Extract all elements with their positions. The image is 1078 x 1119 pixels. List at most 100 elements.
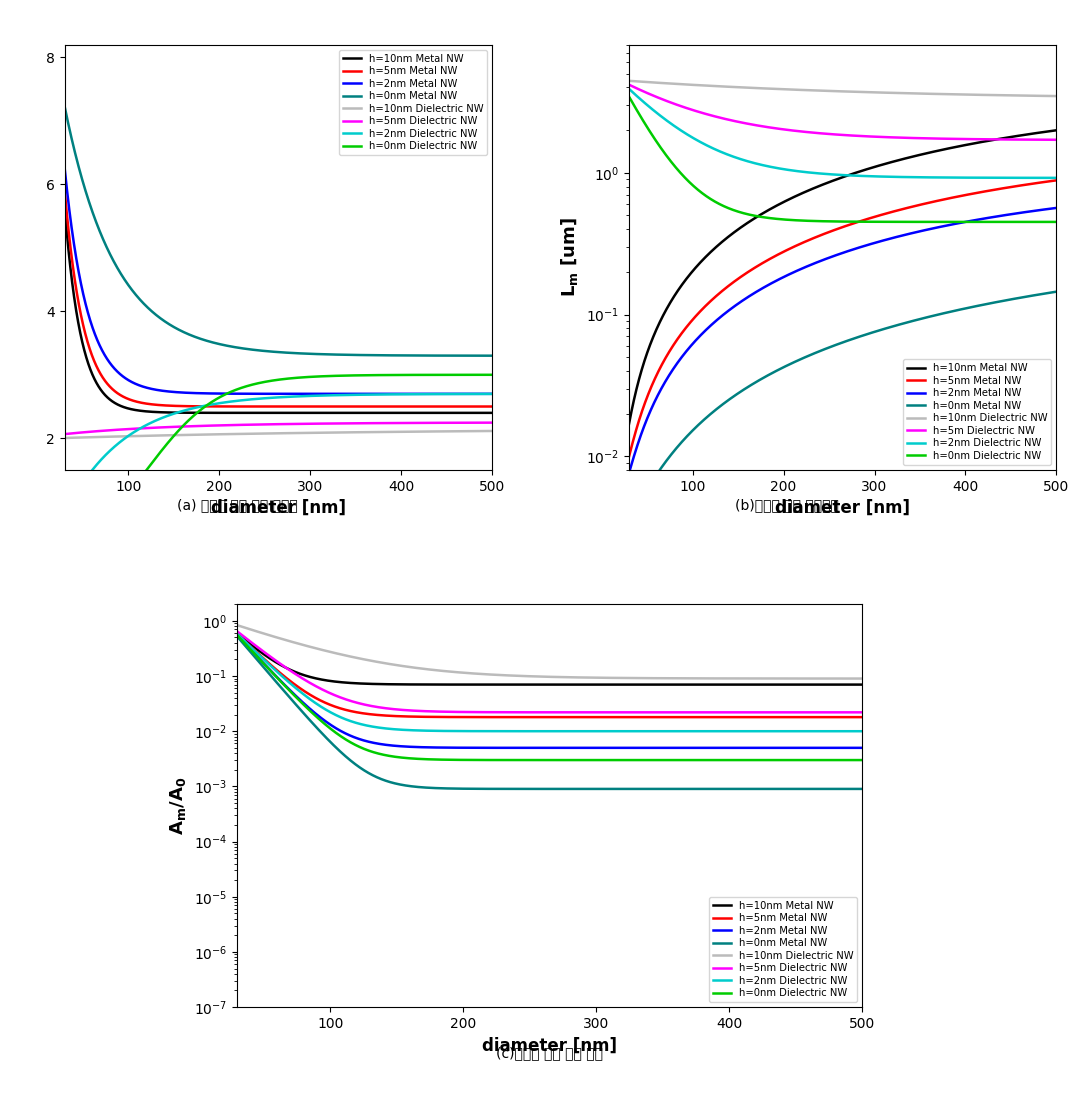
Line: h=5nm Metal NW: h=5nm Metal NW <box>224 621 862 717</box>
h=0nm Dielectric NW <box>663 153 676 167</box>
h=5nm Metal NW <box>800 235 813 248</box>
h=5nm Dielectric NW <box>217 419 230 432</box>
h=10nm Metal NW <box>843 678 856 692</box>
Line: h=5m Dielectric NW: h=5m Dielectric NW <box>620 81 1056 140</box>
h=5nm Metal NW <box>994 182 1007 196</box>
Line: h=10nm Dielectric NW: h=10nm Dielectric NW <box>620 81 1056 96</box>
h=0nm Dielectric NW <box>689 181 702 195</box>
X-axis label: diameter [nm]: diameter [nm] <box>775 499 910 517</box>
h=10nm Metal NW <box>217 406 230 420</box>
Line: h=5nm Metal NW: h=5nm Metal NW <box>620 180 1056 488</box>
Line: h=2nm Dielectric NW: h=2nm Dielectric NW <box>56 394 493 534</box>
h=10nm Metal NW <box>775 678 788 692</box>
Line: h=10nm Dielectric NW: h=10nm Dielectric NW <box>56 431 493 439</box>
h=2nm Metal NW <box>775 741 788 754</box>
Line: h=0nm Metal NW: h=0nm Metal NW <box>56 57 493 356</box>
h=10nm Metal NW <box>218 614 231 628</box>
h=5nm Dielectric NW <box>486 416 499 430</box>
h=10nm Metal NW <box>489 678 502 692</box>
h=2nm Metal NW <box>218 614 231 628</box>
h=2nm Dielectric NW <box>290 683 303 696</box>
h=10nm Metal NW <box>800 185 813 198</box>
h=0nm Dielectric NW <box>99 513 112 526</box>
h=10nm Dielectric NW <box>430 425 443 439</box>
Line: h=2nm Dielectric NW: h=2nm Dielectric NW <box>620 81 1056 178</box>
h=2nm Dielectric NW <box>235 394 248 407</box>
h=5nm Dielectric NW <box>775 706 788 720</box>
Line: h=5nm Dielectric NW: h=5nm Dielectric NW <box>224 621 862 713</box>
h=0nm Dielectric NW <box>50 544 63 557</box>
Line: h=0nm Dielectric NW: h=0nm Dielectric NW <box>224 621 862 760</box>
h=0nm Dielectric NW <box>843 753 856 767</box>
h=10nm Metal NW <box>125 403 138 416</box>
h=0nm Dielectric NW <box>613 74 626 87</box>
h=5nm Dielectric NW <box>218 614 231 628</box>
Text: (c)지름에 따른 모드 크기: (c)지름에 따른 모드 크기 <box>496 1046 604 1061</box>
Line: h=2nm Metal NW: h=2nm Metal NW <box>620 208 1056 499</box>
h=0nm Metal NW <box>486 349 499 363</box>
Line: h=2nm Metal NW: h=2nm Metal NW <box>56 57 493 394</box>
h=10nm Metal NW <box>856 678 869 692</box>
h=5m Dielectric NW <box>613 74 626 87</box>
h=2nm Metal NW <box>780 269 793 282</box>
h=10nm Metal NW <box>328 675 341 688</box>
h=5nm Dielectric NW <box>290 668 303 681</box>
h=2nm Dielectric NW <box>780 163 793 177</box>
h=2nm Dielectric NW <box>775 724 788 737</box>
h=5m Dielectric NW <box>1050 133 1063 147</box>
h=10nm Dielectric NW <box>843 671 856 685</box>
h=0nm Dielectric NW <box>1050 215 1063 228</box>
h=0nm Dielectric NW <box>430 368 443 382</box>
h=5nm Dielectric NW <box>125 422 138 435</box>
h=5m Dielectric NW <box>780 123 793 137</box>
h=2nm Metal NW <box>800 260 813 273</box>
h=10nm Metal NW <box>689 261 702 274</box>
h=2nm Dielectric NW <box>856 724 869 737</box>
Line: h=10nm Metal NW: h=10nm Metal NW <box>620 130 1056 470</box>
h=2nm Metal NW <box>235 387 248 401</box>
h=2nm Metal NW <box>489 741 502 754</box>
h=10nm Dielectric NW <box>290 637 303 650</box>
h=0nm Metal NW <box>780 359 793 373</box>
h=10nm Dielectric NW <box>489 668 502 681</box>
h=5nm Dielectric NW <box>430 416 443 430</box>
h=0nm Dielectric NW <box>328 725 341 739</box>
h=0nm Dielectric NW <box>218 614 231 628</box>
h=0nm Dielectric NW <box>800 214 813 227</box>
h=10nm Metal NW <box>780 194 793 207</box>
Line: h=0nm Dielectric NW: h=0nm Dielectric NW <box>620 81 1056 222</box>
h=0nm Metal NW <box>478 349 490 363</box>
h=2nm Dielectric NW <box>430 387 443 401</box>
h=5nm Metal NW <box>486 399 499 413</box>
h=0nm Metal NW <box>50 50 63 64</box>
h=10nm Dielectric NW <box>775 671 788 685</box>
h=0nm Dielectric NW <box>856 753 869 767</box>
h=0nm Dielectric NW <box>780 213 793 226</box>
h=10nm Metal NW <box>613 463 626 477</box>
h=5nm Metal NW <box>856 711 869 724</box>
h=10nm Dielectric NW <box>1041 90 1054 103</box>
h=10nm Dielectric NW <box>856 671 869 685</box>
h=2nm Dielectric NW <box>486 387 499 401</box>
h=5nm Metal NW <box>613 481 626 495</box>
h=0nm Metal NW <box>1050 285 1063 299</box>
h=0nm Metal NW <box>290 698 303 712</box>
h=2nm Dielectric NW <box>1041 171 1054 185</box>
h=0nm Dielectric NW <box>775 753 788 767</box>
h=0nm Metal NW <box>689 421 702 434</box>
h=10nm Dielectric NW <box>328 647 341 660</box>
Legend: h=10nm Metal NW, h=5nm Metal NW, h=2nm Metal NW, h=0nm Metal NW, h=10nm Dielectr: h=10nm Metal NW, h=5nm Metal NW, h=2nm M… <box>708 896 857 1003</box>
h=2nm Dielectric NW <box>218 614 231 628</box>
h=10nm Metal NW <box>663 297 676 310</box>
Line: h=2nm Metal NW: h=2nm Metal NW <box>224 621 862 747</box>
h=2nm Metal NW <box>689 333 702 347</box>
Text: (a) 지름에 따른 유효 굴절률: (a) 지름에 따른 유효 굴절률 <box>177 498 298 513</box>
h=10nm Dielectric NW <box>689 78 702 92</box>
h=10nm Dielectric NW <box>218 614 231 628</box>
h=10nm Dielectric NW <box>478 424 490 438</box>
h=0nm Dielectric NW <box>462 753 475 767</box>
h=0nm Metal NW <box>328 740 341 753</box>
h=2nm Dielectric NW <box>613 74 626 87</box>
h=0nm Metal NW <box>994 294 1007 308</box>
h=10nm Metal NW <box>235 406 248 420</box>
